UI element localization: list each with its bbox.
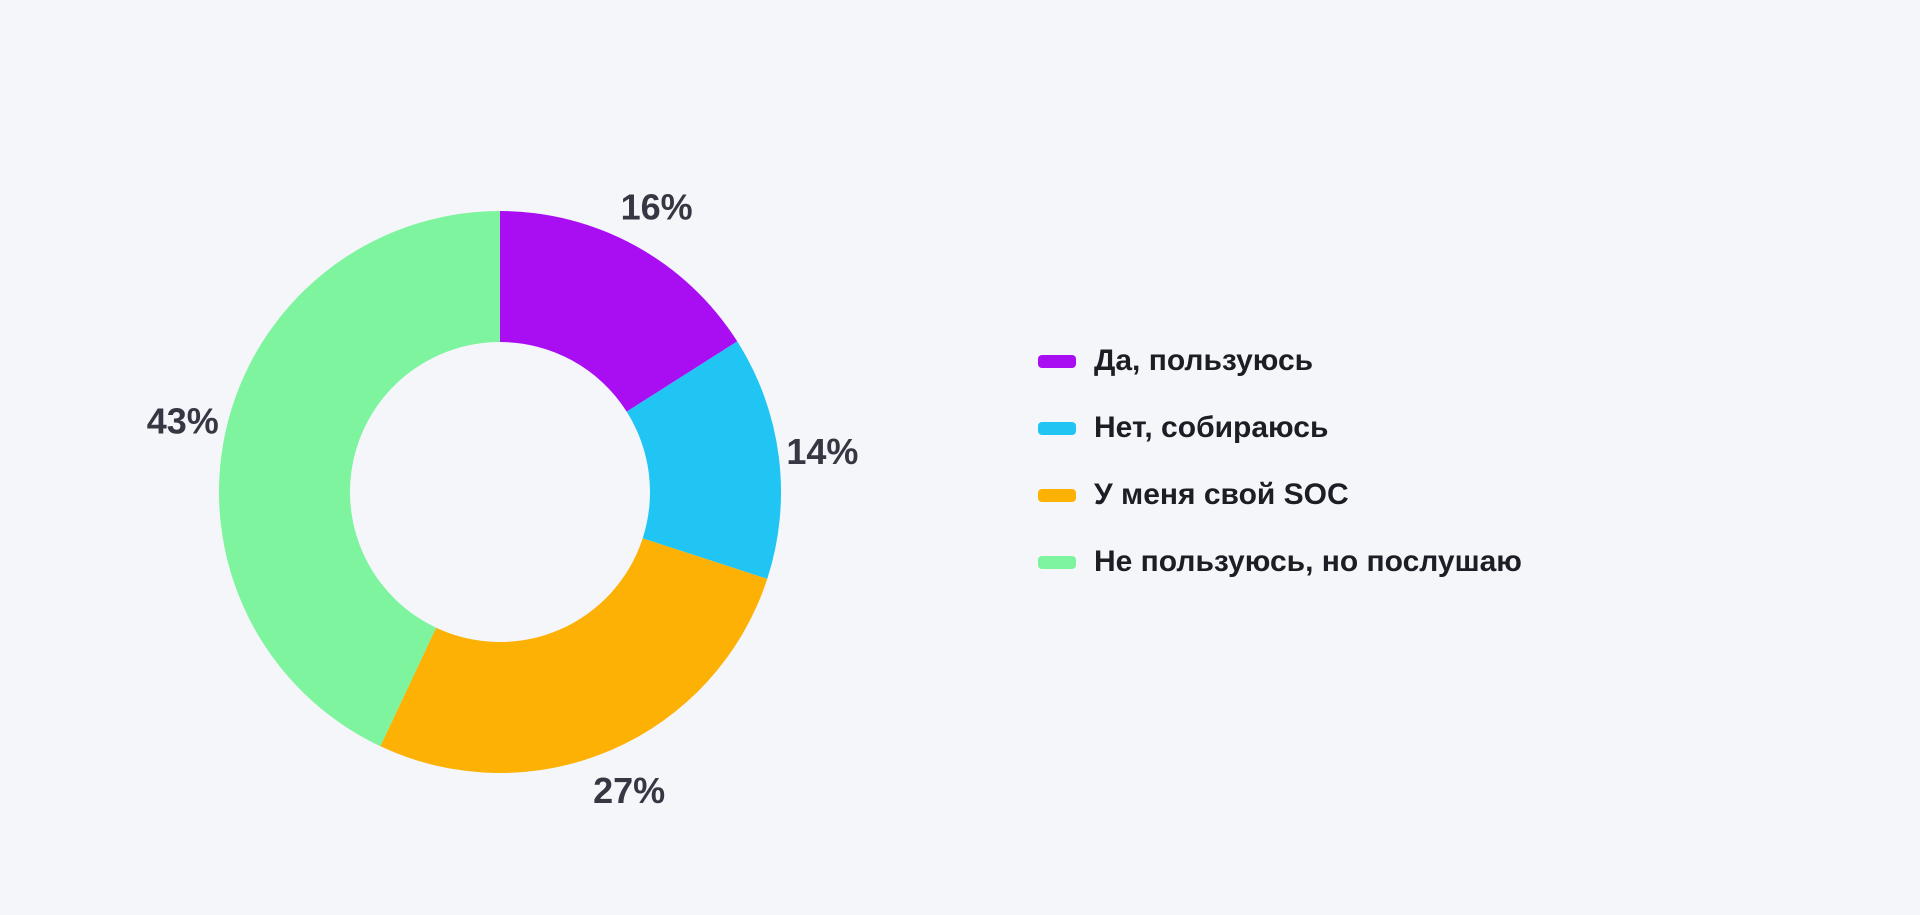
legend-item-2: У меня свой SOC (1038, 478, 1522, 512)
slice-value-label-3: 43% (147, 401, 219, 442)
legend-item-label-1: Нет, собираюсь (1094, 411, 1329, 444)
slice-value-labels: 16% 14% 27% 43% (147, 187, 859, 811)
legend-item-1: Нет, собираюсь (1038, 411, 1522, 445)
slice-value-label-2: 27% (593, 770, 665, 811)
legend-swatch-1 (1038, 421, 1076, 435)
legend-swatch-3 (1038, 555, 1076, 569)
donut-slice-2 (380, 538, 768, 774)
slice-value-label-0: 16% (621, 187, 693, 228)
donut-slice-0 (500, 211, 738, 412)
chart-legend: Да, пользуюсь Нет, собираюсь У меня свой S… (1038, 344, 1522, 579)
legend-swatch-0 (1038, 354, 1076, 368)
slice-value-label-1: 14% (786, 431, 858, 472)
legend-swatch-2 (1038, 488, 1076, 502)
legend-item-label-0: Да, пользуюсь (1094, 344, 1314, 377)
donut-slice-3 (218, 211, 500, 747)
donut-slices (218, 211, 782, 774)
legend-item-label-3: Не пользуюсь, но послушаю (1094, 545, 1522, 578)
donut-slice-1 (626, 341, 782, 579)
legend-item-0: Да, пользуюсь (1038, 344, 1522, 378)
legend-item-3: Не пользуюсь, но послушаю (1038, 545, 1522, 579)
legend-item-label-2: У меня свой SOC (1094, 478, 1349, 511)
